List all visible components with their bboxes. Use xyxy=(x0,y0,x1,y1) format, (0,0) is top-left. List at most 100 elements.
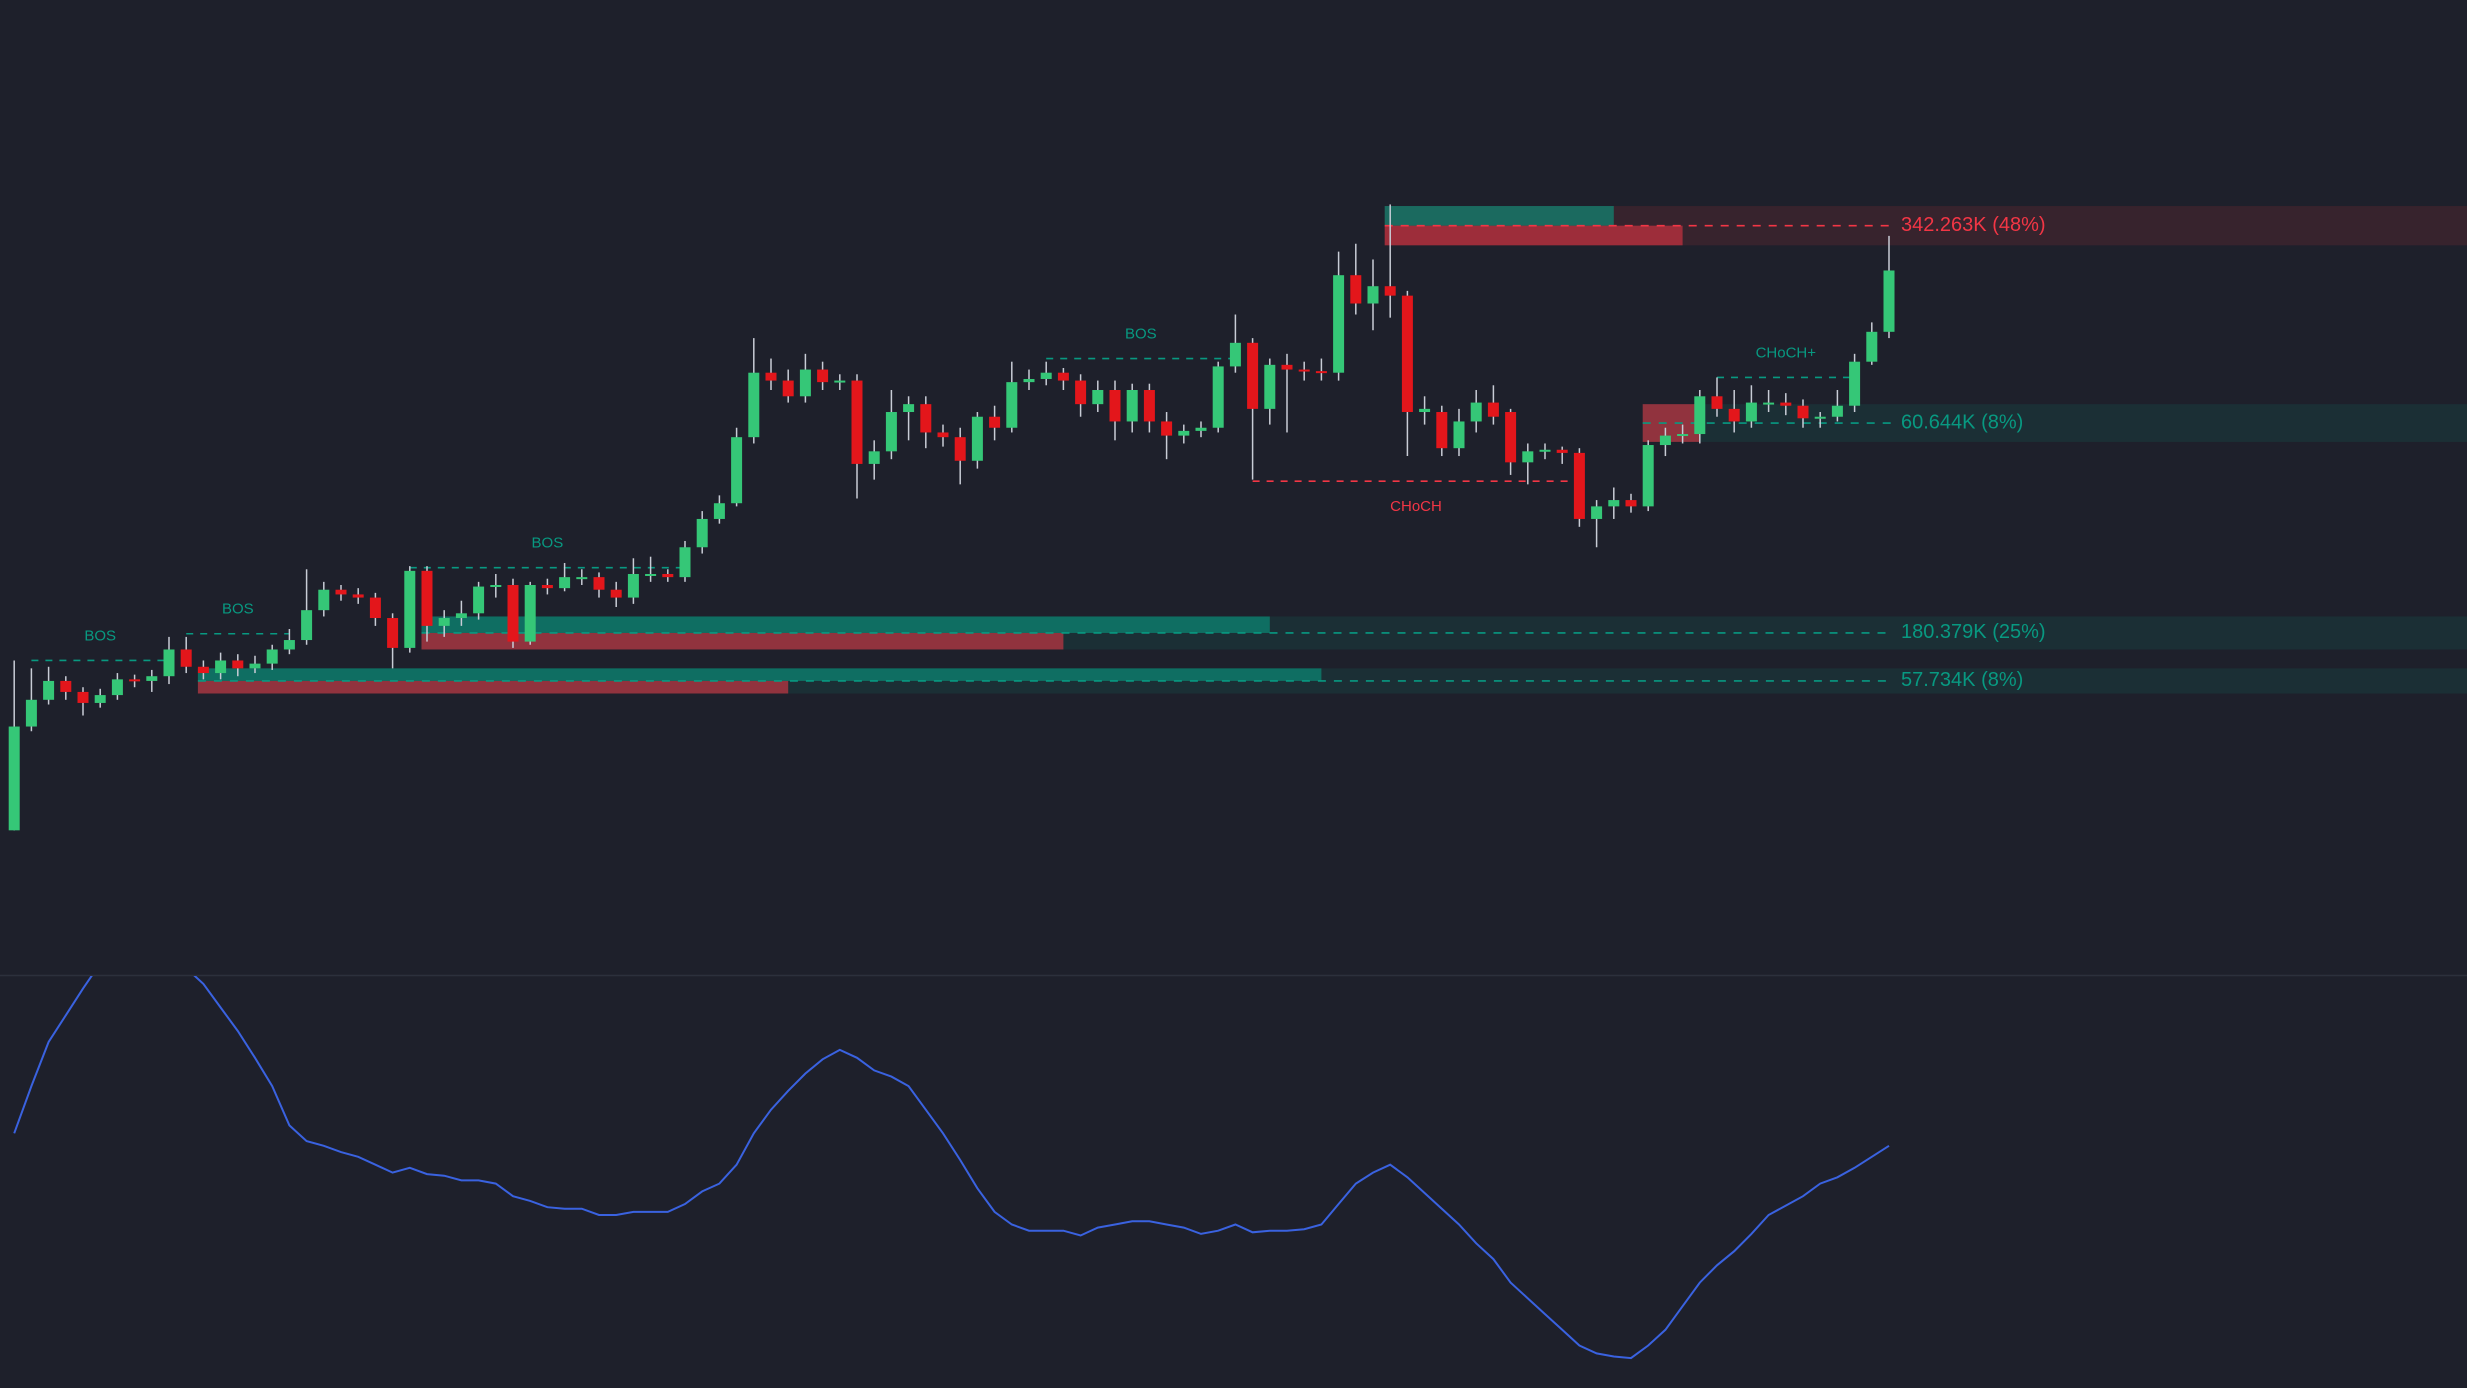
candle-body xyxy=(249,663,261,669)
candle-body xyxy=(404,570,416,648)
candle-body xyxy=(1797,405,1809,419)
candle-body xyxy=(851,380,863,464)
candle-body xyxy=(1763,402,1775,405)
candle-body xyxy=(696,518,708,548)
candle-body xyxy=(1608,500,1620,507)
zone-label: 342.263K (48%) xyxy=(1901,214,2046,236)
candle-body xyxy=(473,586,485,614)
candle-body xyxy=(1539,449,1551,452)
zone-band xyxy=(1642,404,2467,442)
candle-body xyxy=(94,695,106,703)
candle-body xyxy=(1831,405,1843,417)
oscillator-line xyxy=(13,976,1890,1360)
candle-body xyxy=(180,649,192,667)
candle-body xyxy=(490,585,502,587)
candle-body xyxy=(1143,390,1155,422)
candle-body xyxy=(1642,445,1654,507)
candle-body xyxy=(817,369,829,383)
bull-volume-bar xyxy=(421,616,1270,633)
candle-body xyxy=(352,594,364,598)
candle-body xyxy=(8,726,20,831)
candle-body xyxy=(799,369,811,397)
candle-body xyxy=(163,649,175,677)
candle-body xyxy=(576,577,588,580)
candle-body xyxy=(77,691,89,703)
candle-body xyxy=(301,610,313,641)
candle-body xyxy=(1419,408,1431,413)
candle-body xyxy=(1092,390,1104,405)
structure-label: BOS xyxy=(1125,326,1157,343)
candle-body xyxy=(1556,449,1568,453)
candle-body xyxy=(1229,342,1241,367)
candle-body xyxy=(1866,331,1878,362)
candle-body xyxy=(1522,451,1534,463)
candle-body xyxy=(369,597,381,619)
candle-body xyxy=(146,676,158,681)
candle-body xyxy=(731,437,743,504)
candle-body xyxy=(1883,270,1895,332)
candle-body xyxy=(438,618,450,626)
structure-label: BOS xyxy=(222,601,254,618)
candle-body xyxy=(232,660,244,669)
candle-body xyxy=(645,573,657,576)
candle-body xyxy=(1298,369,1310,372)
bull-volume-bar xyxy=(1384,206,1614,226)
candle-body xyxy=(1659,435,1671,446)
candle-body xyxy=(1006,382,1018,428)
zone-label: 180.379K (25%) xyxy=(1901,621,2046,643)
candle-body xyxy=(1315,371,1327,374)
structure-label: BOS xyxy=(532,535,564,552)
candle-body xyxy=(748,372,760,438)
candle-body xyxy=(937,432,949,438)
candle-body xyxy=(387,618,399,648)
candle-body xyxy=(868,451,880,464)
candle-body xyxy=(1075,380,1087,405)
bear-volume-bar xyxy=(1642,404,1700,442)
candle-body xyxy=(610,589,622,598)
candle-body xyxy=(885,412,897,452)
candle-body xyxy=(215,660,227,674)
candle-body xyxy=(1573,452,1585,519)
candle-body xyxy=(1453,421,1465,449)
candle-body xyxy=(920,404,932,433)
candle-body xyxy=(111,679,123,696)
candle-body xyxy=(541,585,553,589)
candle-body xyxy=(662,573,674,578)
candle-body xyxy=(1212,366,1224,428)
candle-body xyxy=(1040,372,1052,379)
candle-body xyxy=(421,570,433,626)
candle-body xyxy=(455,613,467,619)
candle-body xyxy=(1401,295,1413,413)
zone-label: 57.734K (8%) xyxy=(1901,669,2023,691)
candle-body xyxy=(1195,427,1207,431)
candle-body xyxy=(782,380,794,397)
bear-volume-bar xyxy=(421,632,1064,650)
candle-body xyxy=(627,573,639,598)
candle-body xyxy=(1057,372,1069,381)
candle-body xyxy=(1109,390,1121,422)
candle-body xyxy=(679,547,691,578)
candle-body xyxy=(507,585,519,642)
candle-body xyxy=(1711,396,1723,409)
candle-body xyxy=(1625,500,1637,507)
candle-body xyxy=(1470,402,1482,422)
candle-body xyxy=(1023,378,1035,383)
candle-body xyxy=(1247,342,1259,409)
candle-body xyxy=(1178,430,1190,436)
candle-body xyxy=(1487,402,1499,417)
candle-body xyxy=(1161,421,1173,436)
candle-body xyxy=(559,577,571,589)
candle-body xyxy=(989,416,1001,428)
candle-body xyxy=(266,649,278,664)
candle-body xyxy=(1281,364,1293,370)
candle-body xyxy=(954,437,966,461)
candle-body xyxy=(1436,412,1448,449)
candle-body xyxy=(1745,402,1757,422)
candle-body xyxy=(524,585,536,642)
candle-body xyxy=(1350,275,1362,304)
bear-volume-bar xyxy=(1384,225,1683,246)
bear-volume-bar xyxy=(197,680,789,694)
